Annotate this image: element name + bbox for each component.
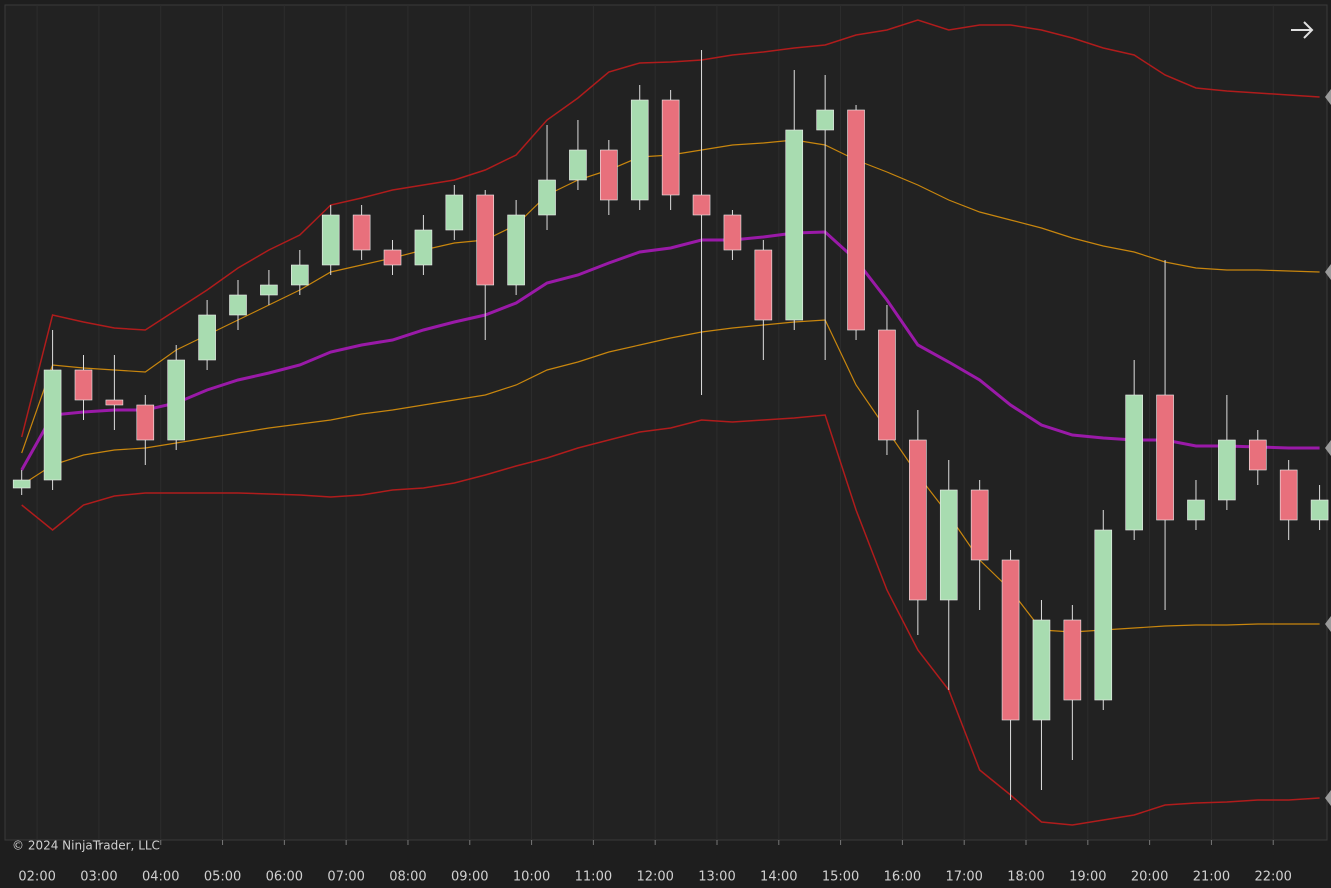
x-tick-label: 09:00 (451, 870, 488, 885)
candle-body (291, 264, 309, 286)
candle-body (939, 489, 958, 601)
x-tick-label: 14:00 (760, 870, 797, 885)
candle-body (816, 109, 834, 131)
candle-body (661, 99, 680, 196)
price-marker (1325, 440, 1331, 456)
x-tick-label: 12:00 (636, 870, 673, 885)
x-tick-label: 13:00 (698, 870, 735, 885)
candle-body (970, 489, 989, 561)
candles (12, 50, 1329, 800)
x-tick-label: 19:00 (1069, 870, 1106, 885)
x-tick-label: 02:00 (18, 870, 55, 885)
candle-body (1125, 394, 1143, 531)
price-marker (1325, 616, 1331, 632)
candle-body (1094, 529, 1113, 701)
x-tick-label: 18:00 (1007, 870, 1044, 885)
x-tick-label: 03:00 (80, 870, 117, 885)
copyright: © 2024 NinjaTrader, LLC (12, 839, 160, 853)
candle-body (105, 399, 124, 406)
x-tick-label: 21:00 (1193, 870, 1230, 885)
x-tick-label: 17:00 (945, 870, 982, 885)
candle-body (1001, 559, 1020, 721)
candle-body (1310, 499, 1329, 521)
candle-body (1156, 394, 1174, 521)
candle-body (229, 294, 247, 316)
band-line (21, 414, 1320, 826)
candle-body (383, 249, 402, 266)
candle-body (1279, 469, 1298, 521)
x-tick-label: 11:00 (575, 870, 612, 885)
candle-body (1063, 619, 1082, 701)
candle-body (785, 129, 804, 321)
arrow-icon[interactable] (1291, 21, 1314, 39)
candle-body (1218, 439, 1236, 501)
candle-body (692, 194, 711, 216)
x-tick-label: 07:00 (327, 870, 364, 885)
price-marker (1325, 264, 1331, 280)
candle-body (1032, 619, 1051, 721)
x-axis: 02:00 03:00 04:00 05:00 06:00 07:00 08:00 09:00… (18, 840, 1292, 885)
candle-body (723, 214, 742, 251)
candle-body (167, 359, 185, 441)
candle-body (414, 229, 433, 266)
x-tick-label: 20:00 (1131, 870, 1168, 885)
x-tick-label: 22:00 (1254, 870, 1291, 885)
x-tick-label: 10:00 (513, 870, 550, 885)
candle-body (754, 249, 773, 321)
candle-body (1187, 499, 1205, 521)
candle-body (1248, 439, 1267, 471)
x-tick-label: 15:00 (822, 870, 859, 885)
x-tick-label: 04:00 (142, 870, 179, 885)
candle-body (198, 314, 216, 361)
candle-body (43, 369, 62, 481)
candle-body (321, 214, 340, 266)
candle-body (847, 109, 865, 331)
band-line (20, 19, 1320, 438)
candle-body (12, 479, 31, 489)
candle-body (878, 329, 896, 441)
candle-body (352, 214, 371, 251)
grid (36, 5, 1274, 840)
candle-body (909, 439, 927, 601)
price-marker (1325, 89, 1331, 105)
candle-body (600, 149, 618, 201)
candle-body (476, 194, 495, 286)
candle-body (630, 99, 649, 201)
x-tick-label: 06:00 (266, 870, 303, 885)
price-marker (1325, 790, 1331, 806)
candle-body (538, 179, 556, 216)
candle-body (136, 404, 155, 441)
candle-body (74, 369, 93, 401)
x-tick-label: 16:00 (884, 870, 921, 885)
band-line (20, 230, 1320, 471)
candle-body (445, 194, 464, 231)
x-tick-label: 05:00 (204, 870, 241, 885)
candle-body (260, 284, 278, 296)
candle-body (569, 149, 587, 181)
candle-body (507, 214, 525, 286)
x-tick-label: 08:00 (389, 870, 426, 885)
